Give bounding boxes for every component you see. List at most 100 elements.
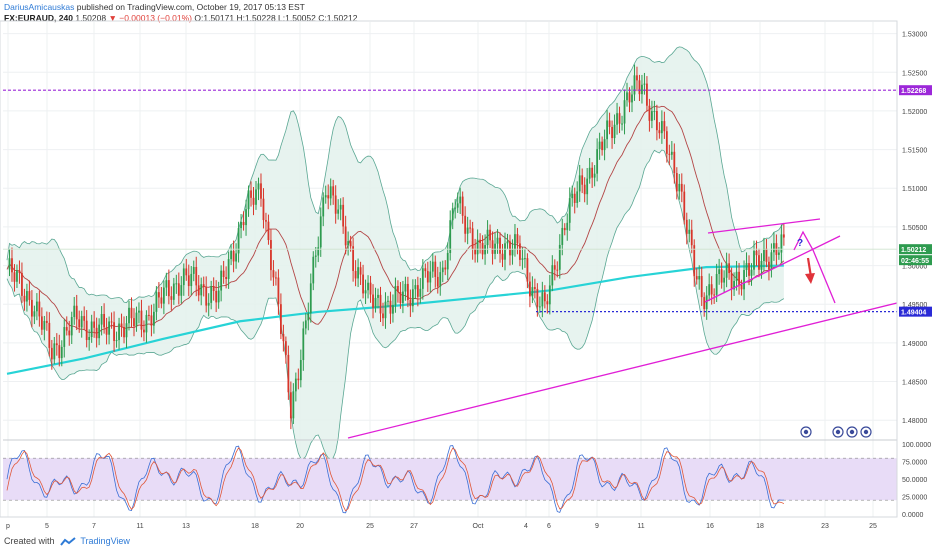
- candle-body: [262, 198, 265, 221]
- candle-body: [227, 259, 230, 279]
- tradingview-logo-icon: [60, 536, 76, 546]
- candle-body: [133, 318, 135, 327]
- candle-body: [710, 284, 713, 295]
- candle-body: [728, 263, 730, 274]
- candle-body: [678, 183, 681, 192]
- candle-body: [603, 139, 606, 151]
- candle-body: [653, 111, 656, 113]
- candle-body: [633, 75, 636, 95]
- candle-body: [743, 270, 745, 290]
- candle-body: [541, 292, 544, 307]
- time-tick-label: 7: [92, 523, 96, 530]
- candle-body: [247, 190, 250, 210]
- candle-body: [434, 261, 437, 277]
- symbol-line: FX:EURAUD, 240 1.50208 ▼ −0.00013 (−0.01…: [4, 13, 704, 24]
- candle-body: [501, 253, 504, 260]
- candle-body: [566, 222, 569, 231]
- candle-body: [33, 311, 36, 317]
- candle-body: [454, 207, 457, 209]
- candle-body: [404, 283, 407, 292]
- candle-body: [514, 234, 516, 250]
- candle-body: [598, 141, 601, 150]
- author-link[interactable]: DariusAmicauskas: [4, 2, 75, 12]
- plot-border: [0, 20, 898, 518]
- candle-body: [548, 285, 551, 305]
- candle-body: [85, 320, 88, 341]
- price-tick-label: 1.51500: [902, 148, 927, 155]
- candle-body: [720, 269, 723, 283]
- candle-body: [683, 191, 686, 220]
- candle-body: [309, 283, 312, 314]
- candle-body: [245, 209, 247, 226]
- candle-body: [21, 272, 23, 296]
- candle-body: [352, 246, 355, 271]
- candle-body: [631, 94, 633, 103]
- candle-body: [374, 297, 377, 308]
- candle-body: [628, 92, 631, 103]
- candle-body: [200, 284, 203, 296]
- candle-body: [713, 294, 716, 296]
- candle-body: [55, 343, 58, 346]
- candle-body: [466, 227, 469, 234]
- long-trendline: [347, 302, 898, 439]
- price-tag-label: 1.52268: [901, 88, 926, 95]
- candle-body: [364, 290, 367, 294]
- price-tick-label: 1.48000: [902, 418, 927, 425]
- forecast-arrow-head: [805, 273, 815, 284]
- candle-body: [504, 243, 506, 260]
- candle-body: [160, 297, 163, 304]
- time-tick-label: p: [6, 523, 10, 530]
- candle-body: [143, 329, 145, 333]
- time-tick-label: 25: [869, 523, 877, 530]
- candle-body: [314, 255, 317, 257]
- candle-body: [289, 392, 292, 419]
- candle-body: [83, 316, 86, 321]
- candle-body: [118, 323, 120, 341]
- candle-body: [481, 242, 484, 255]
- candle-body: [755, 250, 758, 256]
- time-tick-label: Oct: [473, 523, 484, 530]
- candle-body: [489, 229, 491, 241]
- symbol-label[interactable]: FX:EURAUD, 240: [4, 13, 73, 23]
- price-tick-label: 1.49000: [902, 341, 927, 348]
- candle-body: [461, 196, 464, 216]
- time-tick-label: 27: [410, 523, 418, 530]
- candle-body: [421, 268, 424, 289]
- published-text: published on TradingView.com, October 19…: [76, 2, 305, 12]
- price-tick-label: 1.49500: [902, 302, 927, 309]
- candle-body: [250, 190, 252, 198]
- brand-link[interactable]: TradingView: [80, 536, 130, 546]
- candle-body: [148, 314, 150, 316]
- candle-body: [499, 237, 501, 254]
- candle-body: [521, 258, 524, 260]
- candle-body: [327, 195, 330, 199]
- candle-body: [611, 126, 613, 139]
- candle-body: [120, 323, 123, 327]
- candle-body: [292, 391, 295, 419]
- candle-body: [558, 244, 561, 270]
- candle-body: [50, 347, 53, 360]
- candle-body: [593, 173, 596, 178]
- candle-body: [665, 131, 668, 154]
- candle-body: [359, 267, 362, 275]
- candle-body: [399, 291, 402, 304]
- candle-body: [568, 198, 571, 223]
- candle-body: [643, 83, 646, 85]
- candle-body: [60, 346, 63, 359]
- candle-body: [58, 345, 61, 359]
- price-tick-label: 1.50500: [902, 225, 927, 232]
- candle-body: [723, 277, 726, 283]
- candle-body: [538, 306, 541, 308]
- candle-body: [680, 183, 683, 192]
- candle-body: [68, 330, 71, 336]
- candle-body: [242, 221, 245, 226]
- candle-body: [8, 258, 11, 270]
- candle-body: [103, 313, 106, 328]
- price-tag-label: 1.50212: [901, 247, 926, 254]
- candle-body: [185, 268, 188, 276]
- candle-body: [287, 354, 290, 393]
- candle-body: [389, 300, 392, 314]
- candle-body: [494, 243, 496, 254]
- candle-body: [439, 272, 442, 287]
